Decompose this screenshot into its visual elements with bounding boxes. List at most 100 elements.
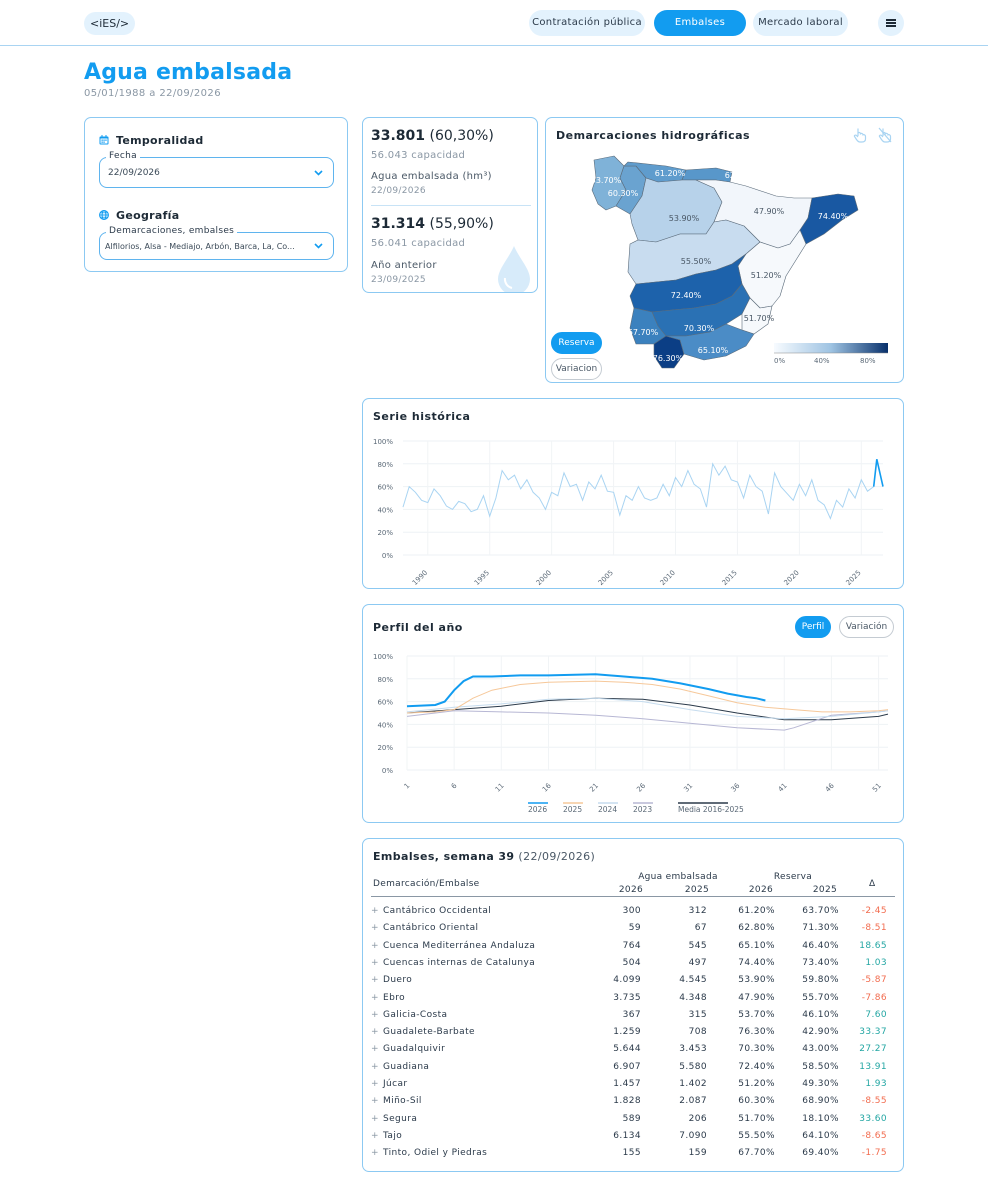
table-row[interactable]: + Guadalete-Barbate 1.259 708 76.30% 42.90% 33… [371, 1027, 891, 1044]
header-agua-2026: 2026 [618, 885, 643, 895]
cell-reserva-2026: 53.70% [738, 1009, 775, 1020]
expand-icon[interactable]: + [371, 1044, 379, 1055]
expand-icon[interactable]: + [371, 975, 379, 986]
x-tick-label: 11 [494, 782, 506, 794]
y-tick-label: 60% [377, 699, 393, 707]
nav-contratacion-publica[interactable]: Contratación pública [529, 10, 645, 36]
previous-date: 23/09/2025 [371, 275, 426, 285]
map-region-label: 67.70% [628, 328, 659, 337]
row-name: Ebro [383, 992, 406, 1003]
map-region-label: 70.30% [684, 324, 715, 333]
legend-label[interactable]: Media 2016-2025 [678, 805, 744, 814]
expand-icon[interactable]: + [371, 1096, 379, 1107]
expand-icon[interactable]: + [371, 1079, 379, 1089]
map-region-label: 51.70% [744, 314, 775, 323]
expand-icon[interactable]: + [371, 1130, 379, 1141]
nav-embalses[interactable]: Embalses [654, 10, 746, 36]
cell-reserva-2025: 73.40% [802, 957, 839, 968]
table-row[interactable]: + Guadiana 6.907 5.580 72.40% 58.50% 13.91 [371, 1062, 891, 1079]
table-row[interactable]: + Guadalquivir 5.644 3.453 70.30% 43.00% 27.27 [371, 1044, 891, 1061]
chevron-down-icon[interactable] [313, 167, 324, 178]
map-region[interactable] [799, 193, 859, 245]
water-drop-icon [498, 246, 530, 292]
cell-reserva-2025: 55.70% [802, 992, 839, 1003]
table-row[interactable]: + Cuenca Mediterránea Andaluza 764 545 65.10… [371, 941, 891, 958]
nav-mercado-laboral[interactable]: Mercado laboral [753, 10, 848, 36]
x-tick-label: 6 [450, 781, 459, 790]
hand-pointer-icon[interactable] [853, 127, 867, 143]
demarcaciones-select[interactable]: Demarcaciones, embalses Alfilorios, Alsa… [99, 226, 334, 260]
perfil-button[interactable]: Perfil [795, 616, 831, 638]
expand-icon[interactable]: + [371, 940, 379, 951]
summary-card: 33.801 (60,30%) 56.043 capacidad Agua em… [362, 117, 538, 293]
map-card: Demarcaciones hidrográficas [545, 117, 904, 383]
row-name: Tinto, Odiel y Piedras [383, 1148, 488, 1159]
expand-icon[interactable]: + [371, 957, 379, 968]
map-region[interactable] [665, 323, 755, 361]
row-name: Guadalete-Barbate [383, 1027, 475, 1038]
table-row[interactable]: + Cuencas internas de Catalunya 504 497 74.4… [371, 958, 891, 975]
expand-icon[interactable]: + [371, 1027, 379, 1038]
demarcaciones-label: Demarcaciones, embalses [106, 226, 238, 236]
table-row[interactable]: + Segura 589 206 51.70% 18.10% 33.60 [371, 1114, 891, 1131]
expand-icon[interactable]: + [371, 923, 379, 934]
variacion-button[interactable]: Variación [839, 616, 894, 638]
x-tick-label: 21 [588, 782, 600, 794]
history-chart-title: Serie histórica [373, 410, 471, 423]
y-tick-label: 20% [377, 744, 393, 752]
fecha-select[interactable]: Fecha 22/09/2026 [99, 151, 334, 188]
table-row[interactable]: + Cantábrico Occidental 300 312 61.20% 63.70%… [371, 906, 891, 923]
table-row[interactable]: + Duero 4.099 4.545 53.90% 59.80% -5.87 [371, 975, 891, 992]
legend-tick: 40% [814, 357, 830, 365]
current-volume: 33.801 (60,30%) [371, 128, 494, 144]
y-tick-label: 40% [377, 506, 393, 514]
chevron-down-icon[interactable] [313, 240, 324, 251]
divider [371, 205, 531, 206]
expand-icon[interactable]: + [371, 1113, 379, 1124]
cell-reserva-2026: 61.20% [738, 906, 775, 916]
expand-icon[interactable]: + [371, 1009, 379, 1020]
legend-label[interactable]: 2023 [633, 805, 652, 814]
expand-icon[interactable]: + [371, 992, 379, 1003]
cell-agua-2025: 3.453 [679, 1044, 707, 1055]
hamburger-icon[interactable] [878, 10, 904, 36]
temporalidad-heading: Temporalidad [99, 134, 204, 147]
table-row[interactable]: + Tajo 6.134 7.090 55.50% 64.10% -8.65 [371, 1131, 891, 1148]
map-region-label: 65.10% [698, 346, 729, 355]
hand-pointer-off-icon[interactable] [878, 127, 892, 143]
table-row[interactable]: + Cantábrico Oriental 59 67 62.80% 71.30% -8.5… [371, 923, 891, 940]
cell-reserva-2026: 55.50% [738, 1130, 775, 1141]
expand-icon[interactable]: + [371, 1061, 379, 1072]
cell-delta: 27.27 [859, 1044, 887, 1055]
y-tick-label: 100% [373, 653, 393, 661]
map-region-label: 72.40% [671, 291, 702, 300]
logo[interactable]: <iES/> [84, 12, 136, 35]
cell-delta: -7.86 [861, 992, 887, 1003]
cell-reserva-2026: 76.30% [738, 1027, 775, 1038]
map-region[interactable] [653, 335, 685, 369]
table-title: Embalses, semana 39 (22/09/2026) [373, 850, 596, 863]
table-header-divider [371, 896, 895, 897]
map-variacion-button[interactable]: Variacion [551, 358, 602, 380]
row-name: Guadiana [383, 1061, 430, 1072]
expand-icon[interactable]: + [371, 906, 379, 916]
table-row[interactable]: + Júcar 1.457 1.402 51.20% 49.30% 1.93 [371, 1079, 891, 1096]
table-row[interactable]: + Ebro 3.735 4.348 47.90% 55.70% -7.86 [371, 993, 891, 1010]
legend-label[interactable]: 2025 [563, 805, 582, 814]
expand-icon[interactable]: + [371, 1148, 379, 1159]
cell-delta: -8.55 [861, 1096, 887, 1107]
x-tick-label: 1995 [473, 569, 491, 587]
table-row[interactable]: + Galicia-Costa 367 315 53.70% 46.10% 7.60 [371, 1010, 891, 1027]
map-region-label: 53.90% [669, 214, 700, 223]
cell-reserva-2026: 51.70% [738, 1113, 775, 1124]
table-row[interactable]: + Miño-Sil 1.828 2.087 60.30% 68.90% -8.55 [371, 1096, 891, 1113]
cell-reserva-2025: 68.90% [802, 1096, 839, 1107]
legend-label[interactable]: 2024 [598, 805, 617, 814]
table-row[interactable]: + Tinto, Odiel y Piedras 155 159 67.70% 69.40… [371, 1148, 891, 1165]
map-reserva-button[interactable]: Reserva [551, 332, 602, 354]
x-tick-label: 41 [777, 782, 789, 794]
map-region[interactable] [741, 297, 773, 335]
profile-series-line-2025 [406, 680, 889, 714]
x-tick-label: 51 [871, 782, 883, 794]
legend-label[interactable]: 2026 [528, 805, 547, 814]
